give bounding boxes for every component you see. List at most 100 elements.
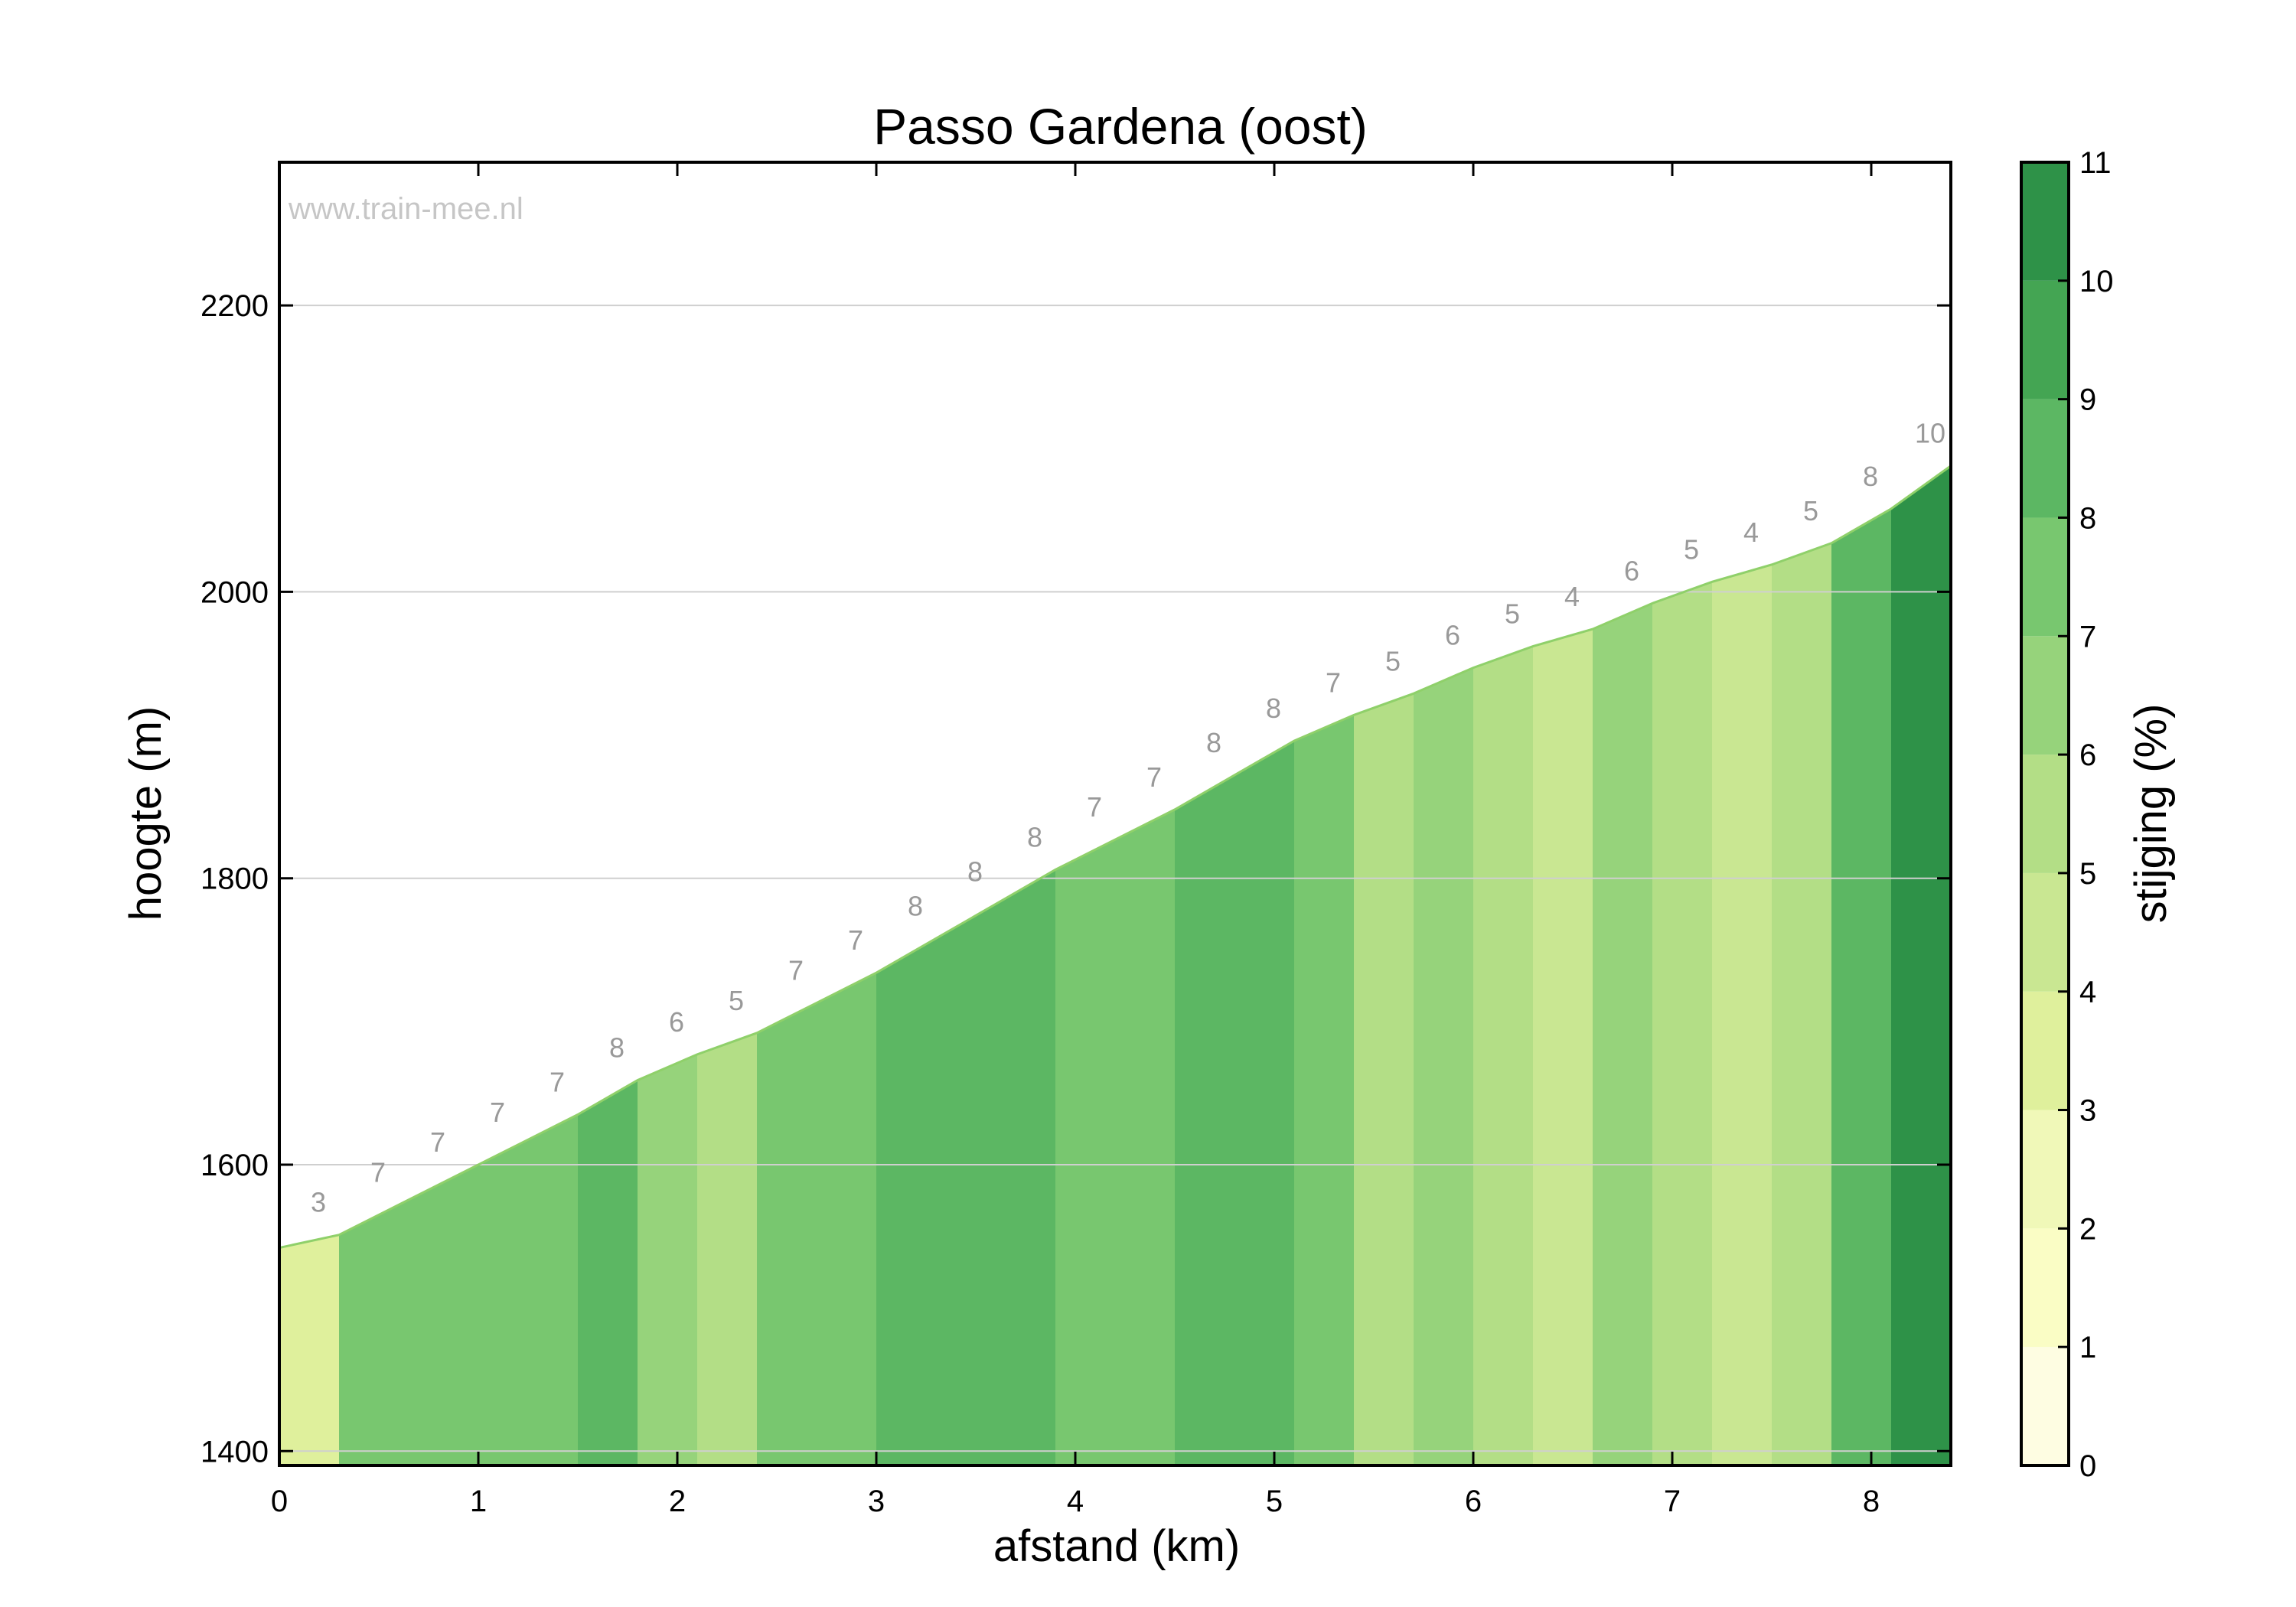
x-axis-label: afstand (km)	[993, 1521, 1240, 1571]
profile-segment	[876, 938, 936, 1465]
profile-segment	[1115, 809, 1175, 1465]
x-tick-label: 8	[1863, 1485, 1880, 1518]
profile-segment	[996, 869, 1055, 1465]
profile-segment	[697, 1032, 757, 1465]
profile-segment	[817, 973, 876, 1465]
x-tick-label: 3	[868, 1485, 885, 1518]
profile-segment	[399, 1175, 458, 1465]
gradient-label: 5	[1385, 645, 1401, 676]
colorbar-band	[2021, 1228, 2069, 1348]
profile-segment	[1354, 693, 1414, 1465]
colorbar-tick-label: 10	[2079, 265, 2114, 298]
colorbar-band	[2021, 1347, 2069, 1465]
colorbar-frame	[2020, 161, 2070, 1467]
gradient-label: 4	[1743, 517, 1759, 548]
colorbar-tick-label: 1	[2079, 1331, 2096, 1364]
gradient-label: 7	[1326, 667, 1341, 698]
gradient-label: 10	[1915, 418, 1945, 449]
y-tick-label: 1800	[201, 862, 269, 896]
gradient-label: 7	[788, 955, 804, 986]
gradient-label: 8	[609, 1032, 625, 1064]
y-axis-ticks: 1400 1600 1800 2000 2200	[201, 289, 1951, 1468]
colorbar-bands	[2021, 162, 2069, 1465]
x-tick-label: 6	[1465, 1485, 1482, 1518]
watermark: www.train-mee.nl	[288, 192, 523, 226]
gradient-label: 7	[848, 924, 863, 956]
x-tick-label: 0	[271, 1485, 288, 1518]
colorbar-band	[2021, 399, 2069, 518]
profile-segment	[1294, 715, 1354, 1465]
colorbar-tick-label: 6	[2079, 738, 2096, 772]
gradient-label: 6	[1445, 620, 1460, 651]
profile-segment	[1772, 543, 1831, 1465]
x-tick-label: 5	[1266, 1485, 1283, 1518]
colorbar-ticks: 0 1 2 3 4 5 6 7 8 9 10 11	[2058, 146, 2114, 1483]
colorbar-tick-label: 2	[2079, 1212, 2096, 1246]
gradient-label: 5	[1505, 598, 1520, 630]
profile-segment	[757, 1002, 817, 1465]
profile-segment	[518, 1114, 578, 1465]
colorbar-band	[2021, 162, 2069, 281]
gradient-labels: 3 7 7 7 7 8 6 5 7 7 8 8 8 7 7 8 8 7 5 6 5 4 6 5 4 5 8 10	[311, 418, 1945, 1218]
gradient-label: 7	[1087, 791, 1102, 823]
colorbar-tick-label: 5	[2079, 857, 2096, 891]
gradient-label: 8	[1266, 693, 1281, 724]
gradient-label: 7	[370, 1156, 386, 1188]
colorbar-band	[2021, 280, 2069, 399]
profile-segment	[1234, 741, 1294, 1465]
profile-outline	[279, 464, 1952, 1250]
profile-segment	[1831, 508, 1891, 1465]
colorbar-tick-label: 4	[2079, 976, 2096, 1009]
y-tick-label: 1600	[201, 1149, 269, 1182]
gradient-label: 8	[1206, 727, 1221, 758]
gradient-label: 5	[1803, 495, 1818, 526]
x-tick-label: 2	[669, 1485, 686, 1518]
gradient-label: 7	[430, 1126, 445, 1158]
colorbar-tick-label: 0	[2079, 1449, 2096, 1483]
gradient-label: 8	[908, 890, 923, 921]
x-axis-ticks: 0 1 2 3 4 5 6 7 8	[271, 162, 1880, 1518]
x-tick-label: 1	[470, 1485, 487, 1518]
gradient-label: 7	[490, 1097, 505, 1128]
profile-segment	[1533, 629, 1593, 1465]
profile-segment	[578, 1080, 638, 1465]
colorbar-tick-label: 7	[2079, 620, 2096, 654]
profile-segment	[339, 1204, 399, 1465]
gradient-label: 6	[669, 1006, 684, 1038]
gradient-label: 5	[729, 985, 744, 1016]
colorbar-band	[2021, 755, 2069, 873]
x-tick-label: 4	[1067, 1485, 1084, 1518]
colorbar-band	[2021, 1110, 2069, 1229]
gradient-label: 7	[1146, 761, 1162, 793]
y-axis-label: hoogte (m)	[121, 706, 171, 921]
gradient-label: 8	[1863, 461, 1878, 492]
colorbar-band	[2021, 636, 2069, 755]
y-tick-label: 1400	[201, 1435, 269, 1468]
colorbar: 0 1 2 3 4 5 6 7 8 9 10 11 stijging (%)	[2020, 146, 2176, 1483]
profile-segment	[1414, 667, 1473, 1465]
plot-frame	[278, 161, 1952, 1467]
chart-title: Passo Gardena (oost)	[873, 98, 1368, 155]
gradient-label: 7	[550, 1067, 565, 1098]
y-tick-label: 2000	[201, 575, 269, 609]
profile-segment	[1473, 646, 1533, 1465]
profile-segment	[1175, 774, 1234, 1465]
colorbar-tick-label: 11	[2079, 146, 2112, 180]
colorbar-tick-label: 8	[2079, 501, 2096, 535]
colorbar-label: stijging (%)	[2126, 704, 2176, 924]
colorbar-tick-label: 9	[2079, 383, 2096, 417]
profile-segment	[1055, 839, 1115, 1465]
x-tick-label: 7	[1664, 1485, 1681, 1518]
profile-segment	[638, 1054, 697, 1465]
profile-segment	[279, 1234, 339, 1465]
profile-segment	[1891, 465, 1951, 1465]
profile-segment	[936, 904, 996, 1465]
profile-segments	[279, 465, 1951, 1466]
gradient-label: 8	[1027, 821, 1042, 852]
profile-segment	[458, 1144, 518, 1465]
gridlines	[279, 305, 1951, 1452]
profile-segment	[1712, 564, 1772, 1466]
profile-segment	[1652, 582, 1712, 1465]
